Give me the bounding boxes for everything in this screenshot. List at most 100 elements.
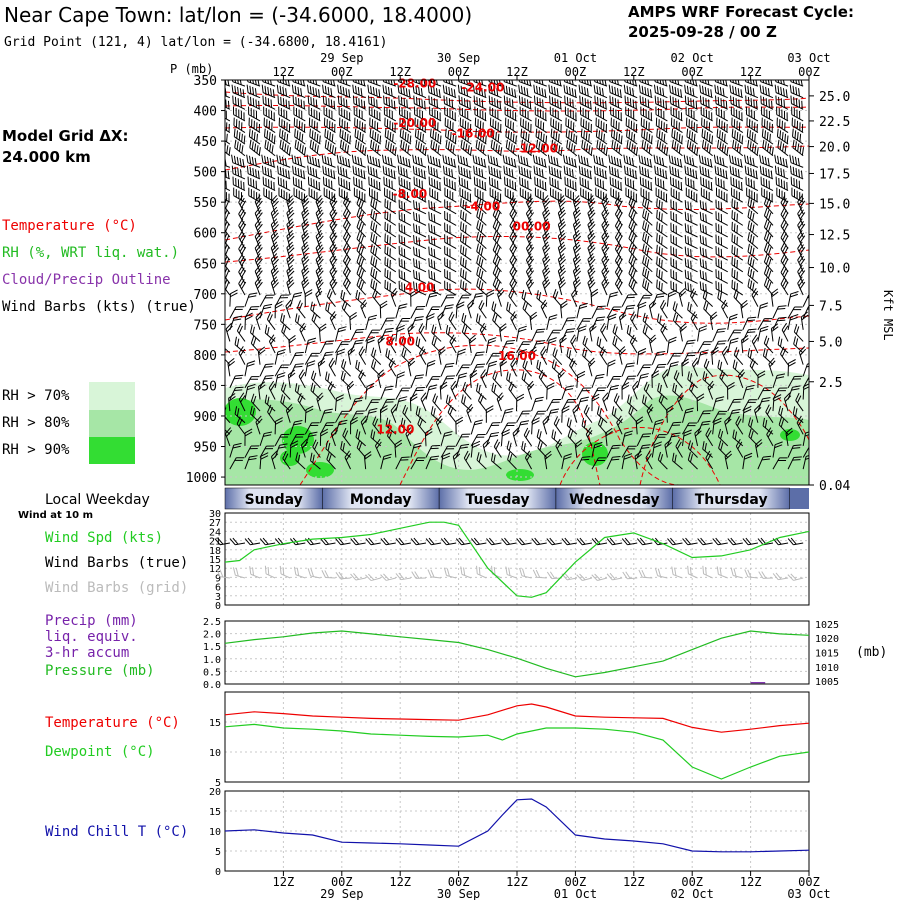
upper-wind-barb <box>398 257 412 273</box>
upper-wind-barb <box>591 373 605 389</box>
upper-wind-barb <box>455 348 466 365</box>
upper-wind-barb <box>639 165 653 180</box>
grid-wind-barb <box>622 571 638 580</box>
upper-wind-barb <box>503 165 517 180</box>
upper-wind-barb <box>449 334 457 354</box>
upper-wind-barb <box>244 383 256 400</box>
upper-wind-barb <box>533 95 547 110</box>
top-date-label: 01 Oct <box>554 51 597 65</box>
upper-wind-barb <box>274 300 283 319</box>
upper-wind-barb <box>600 322 608 342</box>
upper-wind-barb <box>686 139 699 157</box>
upper-wind-barb <box>524 450 533 470</box>
upper-wind-barb <box>787 314 799 330</box>
upper-wind-barb <box>549 106 563 122</box>
surface-wind-barb <box>697 537 713 546</box>
upper-wind-barb <box>653 154 668 168</box>
upper-wind-barb <box>428 223 442 238</box>
upper-wind-barb <box>460 198 472 215</box>
upper-wind-barb <box>666 352 682 365</box>
upper-wind-barb <box>587 229 596 249</box>
upper-wind-barb <box>315 195 324 214</box>
upper-wind-barb <box>731 221 744 238</box>
upper-wind-barb <box>787 290 799 307</box>
upper-wind-barb <box>437 311 445 330</box>
upper-wind-barb <box>534 106 547 122</box>
upper-wind-barb <box>460 233 472 250</box>
top-hour-label: 12Z <box>740 65 762 79</box>
upper-wind-barb <box>657 451 668 470</box>
grid-wind-barb <box>249 566 261 579</box>
upper-wind-barb <box>670 269 683 284</box>
upper-wind-barb <box>701 139 713 157</box>
upper-wind-barb <box>716 128 729 145</box>
upper-wind-barb <box>452 450 461 470</box>
upper-wind-barb <box>731 187 744 203</box>
upper-wind-barb <box>335 410 350 423</box>
upper-wind-barb <box>229 457 245 470</box>
upper-wind-barb <box>745 176 759 192</box>
upper-wind-barb <box>655 117 668 133</box>
temperature-contour-label: -4.00 <box>466 200 501 214</box>
upper-wind-barb <box>621 362 635 377</box>
upper-wind-barb <box>292 165 306 180</box>
upper-wind-barb <box>407 357 416 377</box>
upper-wind-barb <box>398 280 412 296</box>
panel-tick-label: 5 <box>215 778 221 789</box>
upper-wind-barb <box>492 265 502 284</box>
panel-tick-label: 20 <box>209 787 221 798</box>
upper-wind-barb <box>365 314 378 330</box>
upper-wind-barb <box>444 269 457 284</box>
upper-wind-barb <box>310 370 321 389</box>
upper-wind-barb <box>338 106 351 122</box>
upper-wind-barb <box>670 211 683 226</box>
rh-90-region <box>506 469 534 481</box>
upper-wind-barb <box>717 428 729 447</box>
upper-wind-barb <box>412 165 427 180</box>
panel-tick-label: 24 <box>209 527 221 538</box>
upper-wind-barb <box>342 218 351 238</box>
surface-wind-barb <box>214 537 230 546</box>
upper-wind-barb <box>540 299 548 319</box>
upper-wind-barb <box>488 95 502 110</box>
upper-wind-barb <box>533 165 547 180</box>
upper-wind-barb <box>684 234 698 250</box>
upper-wind-barb <box>587 253 596 272</box>
upper-wind-barb <box>315 241 324 261</box>
upper-wind-barb <box>363 451 372 470</box>
upper-wind-barb <box>527 380 535 400</box>
upper-wind-barb <box>461 312 472 331</box>
upper-wind-barb <box>334 326 347 342</box>
upper-wind-barb <box>244 428 253 446</box>
pressure-line <box>224 630 810 678</box>
upper-wind-barb <box>429 187 442 203</box>
upper-wind-barb <box>499 358 508 377</box>
upper-wind-barb <box>625 106 638 122</box>
upper-wind-barb <box>730 106 744 122</box>
upper-wind-barb <box>770 323 779 342</box>
upper-wind-barb <box>370 255 382 273</box>
upper-wind-barb <box>402 404 412 424</box>
upper-wind-barb <box>636 364 652 377</box>
upper-wind-barb <box>715 234 728 250</box>
upper-wind-barb <box>413 246 427 261</box>
panel-tick-label: 15 <box>209 807 221 818</box>
upper-wind-barb <box>520 117 532 133</box>
upper-wind-barb <box>443 176 457 192</box>
upper-wind-barb <box>455 364 471 377</box>
legend-cloud: Cloud/Precip Outline <box>2 272 171 288</box>
upper-wind-barb <box>557 276 566 296</box>
upper-wind-barb <box>724 415 732 435</box>
upper-wind-barb <box>777 336 789 354</box>
upper-wind-barb <box>444 199 457 215</box>
upper-wind-barb <box>461 394 472 412</box>
upper-wind-barb <box>761 187 774 203</box>
upper-wind-barb <box>289 363 304 377</box>
upper-wind-barb <box>356 439 367 458</box>
upper-wind-barb <box>557 264 566 284</box>
upper-wind-barb <box>346 380 355 400</box>
upper-wind-barb <box>388 357 397 377</box>
upper-wind-barb <box>699 200 713 215</box>
upper-wind-barb <box>384 117 397 133</box>
upper-wind-barb <box>445 139 457 157</box>
